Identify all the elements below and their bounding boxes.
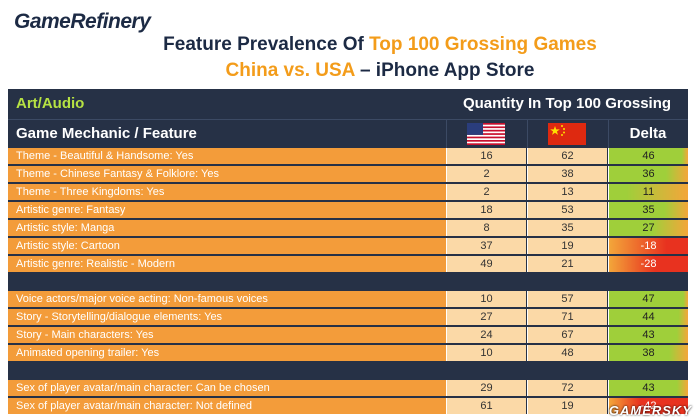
usa-count: 24	[446, 327, 526, 343]
delta-value: 38	[608, 345, 688, 361]
china-count: 67	[527, 327, 607, 343]
table-row: Animated opening trailer: Yes 10 48 38	[8, 345, 688, 361]
feature-label: Sex of player avatar/main character: Not…	[8, 398, 446, 414]
mechanic-column-header: Game Mechanic / Feature	[16, 125, 197, 142]
delta-column-header: Delta	[629, 125, 667, 142]
table-row: Story - Storytelling/dialogue elements: …	[8, 309, 688, 325]
usa-count: 2	[446, 166, 526, 182]
feature-label: Artistic genre: Fantasy	[8, 202, 446, 218]
china-count: 48	[527, 345, 607, 361]
delta-value: 36	[608, 166, 688, 182]
feature-table: Art/Audio Quantity In Top 100 Grossing G…	[8, 89, 688, 414]
usa-flag-icon	[467, 123, 505, 145]
china-count: 57	[527, 291, 607, 307]
usa-count: 27	[446, 309, 526, 325]
feature-label: Theme - Three Kingdoms: Yes	[8, 184, 446, 200]
table-row: Artistic genre: Fantasy 18 53 35	[8, 202, 688, 218]
delta-value: 27	[608, 220, 688, 236]
table-row: Artistic style: Cartoon 37 19 -18	[8, 238, 688, 254]
table-row: Story - Main characters: Yes 24 67 43	[8, 327, 688, 343]
delta-value: 44	[608, 309, 688, 325]
feature-label: Story - Main characters: Yes	[8, 327, 446, 343]
feature-label: Artistic style: Manga	[8, 220, 446, 236]
table-row: Theme - Three Kingdoms: Yes 2 13 11	[8, 184, 688, 200]
quantity-header: Quantity In Top 100 Grossing	[462, 95, 672, 112]
title-line2-text: – iPhone App Store	[354, 60, 535, 81]
usa-count: 8	[446, 220, 526, 236]
page-title-line1: Feature Prevalence Of Top 100 Grossing G…	[120, 34, 640, 56]
title-line1-text: Feature Prevalence Of	[163, 34, 370, 55]
delta-value: -42	[608, 398, 688, 414]
feature-label: Story - Storytelling/dialogue elements: …	[8, 309, 446, 325]
china-count: 19	[527, 238, 607, 254]
title-line2-highlight: China vs. USA	[225, 60, 355, 81]
usa-count: 49	[446, 256, 526, 272]
delta-value: 47	[608, 291, 688, 307]
table-row: Theme - Beautiful & Handsome: Yes 16 62 46	[8, 148, 688, 164]
feature-label: Animated opening trailer: Yes	[8, 345, 446, 361]
page-title-line2: China vs. USA – iPhone App Store	[120, 60, 640, 82]
china-count: 71	[527, 309, 607, 325]
table-row: Artistic genre: Realistic - Modern 49 21 -2…	[8, 256, 688, 272]
usa-count: 61	[446, 398, 526, 414]
category-label: Art/Audio	[16, 95, 85, 112]
feature-label: Theme - Beautiful & Handsome: Yes	[8, 148, 446, 164]
feature-label: Sex of player avatar/main character: Can…	[8, 380, 446, 396]
feature-label: Artistic genre: Realistic - Modern	[8, 256, 446, 272]
usa-count: 37	[446, 238, 526, 254]
usa-count: 18	[446, 202, 526, 218]
delta-value: 46	[608, 148, 688, 164]
china-count: 38	[527, 166, 607, 182]
delta-value: 43	[608, 327, 688, 343]
table-header-columns: Game Mechanic / Feature Delta	[8, 119, 688, 148]
usa-count: 10	[446, 291, 526, 307]
china-count: 13	[527, 184, 607, 200]
china-count: 19	[527, 398, 607, 414]
table-row: Theme - Chinese Fantasy & Folklore: Yes 2…	[8, 166, 688, 182]
usa-count: 16	[446, 148, 526, 164]
china-count: 21	[527, 256, 607, 272]
china-count: 72	[527, 380, 607, 396]
delta-value: 35	[608, 202, 688, 218]
table-header-top: Art/Audio Quantity In Top 100 Grossing	[8, 89, 688, 119]
usa-count: 2	[446, 184, 526, 200]
delta-value: -18	[608, 238, 688, 254]
delta-value: -28	[608, 256, 688, 272]
table-row: Sex of player avatar/main character: Can…	[8, 380, 688, 396]
china-count: 53	[527, 202, 607, 218]
feature-label: Voice actors/major voice acting: Non-fam…	[8, 291, 446, 307]
title-line1-highlight: Top 100 Grossing Games	[369, 34, 597, 55]
table-row: Sex of player avatar/main character: Not…	[8, 398, 688, 414]
feature-label: Theme - Chinese Fantasy & Folklore: Yes	[8, 166, 446, 182]
feature-label: Artistic style: Cartoon	[8, 238, 446, 254]
china-count: 62	[527, 148, 607, 164]
column-divider	[446, 120, 447, 148]
china-flag-icon	[548, 123, 586, 145]
table-row: Artistic style: Manga 8 35 27	[8, 220, 688, 236]
column-divider	[527, 120, 528, 148]
table-row: Voice actors/major voice acting: Non-fam…	[8, 291, 688, 307]
gamersky-watermark: GAMERSKY	[608, 403, 692, 418]
usa-count: 10	[446, 345, 526, 361]
gamerefinery-logo: GameRefinery	[14, 10, 151, 33]
column-divider	[608, 120, 609, 148]
delta-value: 11	[608, 184, 688, 200]
china-count: 35	[527, 220, 607, 236]
delta-value: 43	[608, 380, 688, 396]
usa-count: 29	[446, 380, 526, 396]
